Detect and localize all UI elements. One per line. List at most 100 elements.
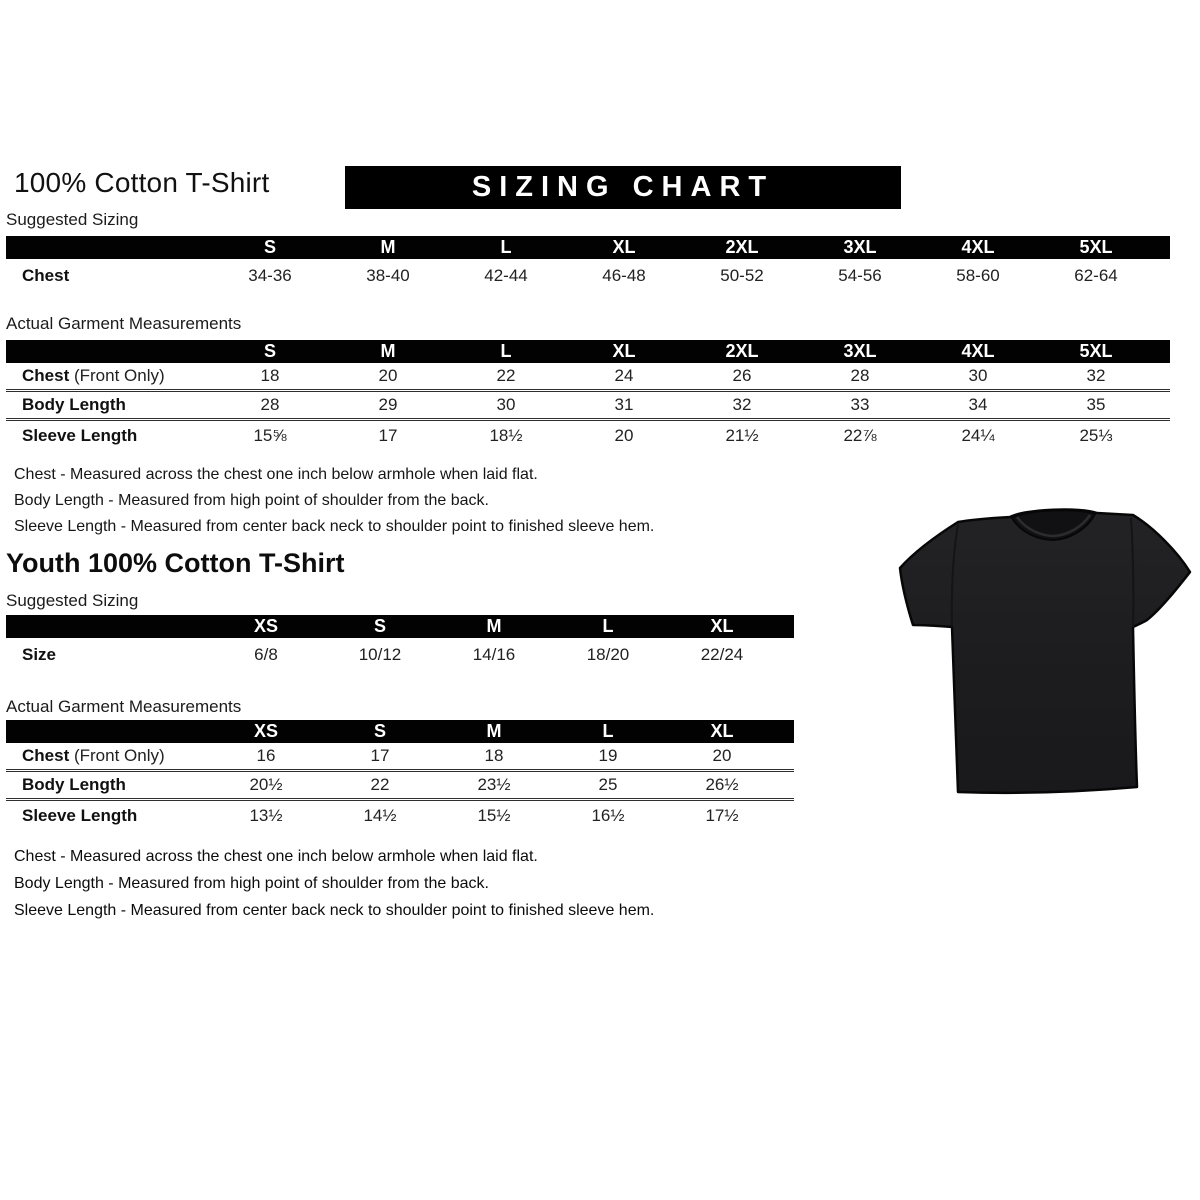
cell-value: 20 bbox=[712, 746, 732, 765]
cell-value: 26 bbox=[732, 366, 752, 385]
adult-actual-header-row: S M L XL 2XL 3XL 4XL 5XL bbox=[6, 340, 1170, 363]
youth-suggested-sizing-label: Suggested Sizing bbox=[6, 591, 139, 610]
youth-suggested-header-row: XS S M L XL bbox=[6, 615, 794, 638]
cell-value: 28 bbox=[850, 366, 870, 385]
row-label-text: Body Length bbox=[22, 775, 126, 794]
cell-value: 17 bbox=[370, 746, 390, 765]
cell-value: 13½ bbox=[249, 805, 283, 825]
cell-value: 31 bbox=[614, 395, 634, 414]
header-cell: 2XL bbox=[725, 341, 759, 361]
header-cell: L bbox=[602, 616, 614, 636]
header-cell: 4XL bbox=[961, 341, 995, 361]
youth-title: Youth 100% Cotton T-Shirt bbox=[6, 548, 345, 578]
cell-value: 34 bbox=[968, 395, 988, 414]
header-cell: 3XL bbox=[843, 237, 877, 257]
adult-measurement-notes: Chest - Measured across the chest one in… bbox=[14, 462, 654, 540]
sizing-chart-banner: SIZING CHART bbox=[345, 166, 901, 209]
adult-suggested-table: S M L XL 2XL 3XL 4XL 5XL Chest 34-36 38-… bbox=[6, 236, 1170, 292]
youth-suggested-table: XS S M L XL Size 6/8 10/12 14/16 18/20 2… bbox=[6, 615, 794, 671]
adult-chest-suggested-row: Chest 34-36 38-40 42-44 46-48 50-52 54-5… bbox=[6, 259, 1170, 292]
cell-value: 20 bbox=[378, 366, 398, 385]
row-label-text: Body Length bbox=[22, 395, 126, 414]
adult-title: 100% Cotton T-Shirt bbox=[14, 167, 270, 198]
row-label-suffix: (Front Only) bbox=[69, 746, 165, 765]
youth-actual-table: XS S M L XL Chest (Front Only) 16 17 18 … bbox=[6, 720, 794, 830]
cell-value: 54-56 bbox=[838, 265, 882, 285]
row-label-suffix: (Front Only) bbox=[69, 366, 165, 385]
cell-value: 24¼ bbox=[961, 425, 995, 445]
row-label: Chest bbox=[6, 266, 211, 286]
tshirt-image bbox=[893, 483, 1195, 801]
youth-chest-row: Chest (Front Only) 16 17 18 19 20 bbox=[6, 743, 794, 772]
cell-value: 15⅝ bbox=[253, 425, 287, 445]
cell-value: 15½ bbox=[477, 805, 511, 825]
row-label: Chest (Front Only) bbox=[6, 366, 211, 386]
header-cell: L bbox=[500, 237, 512, 257]
tshirt-svg bbox=[898, 508, 1192, 795]
header-cell: 3XL bbox=[843, 341, 877, 361]
row-label-text: Chest bbox=[22, 746, 70, 765]
adult-sleeve-length-row: Sleeve Length 15⅝ 17 18½ 20 21½ 22⅞ 24¼ … bbox=[6, 421, 1170, 450]
header-cell: M bbox=[380, 237, 396, 257]
cell-value: 58-60 bbox=[956, 265, 1000, 285]
row-label: Chest (Front Only) bbox=[6, 746, 209, 766]
note-sleeve-length: Sleeve Length - Measured from center bac… bbox=[14, 518, 655, 535]
header-cell: XL bbox=[612, 341, 636, 361]
header-cell: S bbox=[373, 616, 386, 636]
header-cell: S bbox=[373, 721, 386, 741]
cell-value: 22 bbox=[370, 775, 390, 794]
tshirt-left-sleeve-seam bbox=[950, 524, 959, 628]
header-cell: S bbox=[263, 341, 276, 361]
header-cell: M bbox=[486, 721, 502, 741]
note-body-length: Body Length - Measured from high point o… bbox=[14, 492, 489, 509]
cell-value: 17½ bbox=[705, 805, 739, 825]
cell-value: 22 bbox=[496, 366, 516, 385]
adult-suggested-sizing-label: Suggested Sizing bbox=[6, 210, 139, 229]
cell-value: 22/24 bbox=[700, 644, 744, 664]
row-label: Sleeve Length bbox=[6, 806, 209, 826]
header-cell: M bbox=[486, 616, 502, 636]
row-label-text: Sleeve Length bbox=[22, 425, 138, 445]
cell-value: 38-40 bbox=[366, 265, 410, 285]
row-label-text: Chest bbox=[22, 265, 70, 285]
cell-value: 34-36 bbox=[248, 265, 292, 285]
cell-value: 28 bbox=[260, 395, 280, 414]
cell-value: 20½ bbox=[249, 775, 283, 794]
header-cell: M bbox=[380, 341, 396, 361]
adult-actual-table: S M L XL 2XL 3XL 4XL 5XL Chest (Front On… bbox=[6, 340, 1170, 450]
row-label-text: Size bbox=[22, 644, 57, 664]
header-cell: L bbox=[602, 721, 614, 741]
tshirt-body bbox=[898, 508, 1192, 795]
cell-value: 16 bbox=[256, 746, 276, 765]
cell-value: 21½ bbox=[725, 425, 759, 445]
youth-sleeve-length-row: Sleeve Length 13½ 14½ 15½ 16½ 17½ bbox=[6, 801, 794, 830]
note-sleeve-length: Sleeve Length - Measured from center bac… bbox=[14, 902, 655, 919]
cell-value: 14/16 bbox=[472, 644, 516, 664]
cell-value: 18½ bbox=[489, 425, 523, 445]
cell-value: 30 bbox=[968, 366, 988, 385]
note-chest: Chest - Measured across the chest one in… bbox=[14, 848, 538, 865]
header-cell: 2XL bbox=[725, 237, 759, 257]
cell-value: 24 bbox=[614, 366, 634, 385]
cell-value: 32 bbox=[1086, 366, 1106, 385]
cell-value: 18 bbox=[260, 366, 280, 385]
cell-value: 19 bbox=[598, 746, 618, 765]
youth-body-length-row: Body Length 20½ 22 23½ 25 26½ bbox=[6, 772, 794, 801]
cell-value: 22⅞ bbox=[843, 425, 877, 445]
cell-value: 6/8 bbox=[254, 644, 278, 664]
cell-value: 25⅓ bbox=[1079, 425, 1113, 445]
cell-value: 29 bbox=[378, 395, 398, 414]
youth-actual-header-row: XS S M L XL bbox=[6, 720, 794, 743]
header-cell: XS bbox=[253, 721, 278, 741]
header-cell: 4XL bbox=[961, 237, 995, 257]
cell-value: 23½ bbox=[477, 775, 511, 794]
youth-size-row: Size 6/8 10/12 14/16 18/20 22/24 bbox=[6, 638, 794, 671]
row-label: Body Length bbox=[6, 395, 211, 415]
header-cell: XL bbox=[612, 237, 636, 257]
cell-value: 18 bbox=[484, 746, 504, 765]
cell-value: 10/12 bbox=[358, 644, 402, 664]
adult-chest-row: Chest (Front Only) 18 20 22 24 26 28 30 … bbox=[6, 363, 1170, 392]
cell-value: 25 bbox=[598, 775, 618, 794]
adult-body-length-row: Body Length 28 29 30 31 32 33 34 35 bbox=[6, 392, 1170, 421]
